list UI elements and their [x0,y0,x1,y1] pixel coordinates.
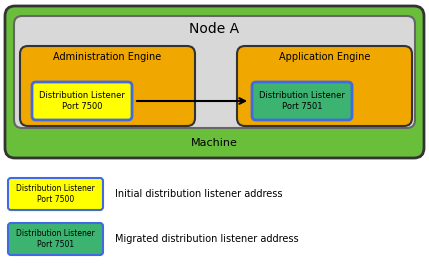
Text: Distribution Listener
Port 7500: Distribution Listener Port 7500 [16,184,95,204]
FancyBboxPatch shape [237,46,412,126]
Text: Distribution Listener
Port 7500: Distribution Listener Port 7500 [39,91,125,111]
FancyBboxPatch shape [8,178,103,210]
Text: Administration Engine: Administration Engine [53,52,162,62]
Text: Initial distribution listener address: Initial distribution listener address [115,189,283,199]
FancyBboxPatch shape [32,82,132,120]
Text: Machine: Machine [191,138,238,148]
Text: Distribution Listener
Port 7501: Distribution Listener Port 7501 [16,229,95,249]
FancyBboxPatch shape [20,46,195,126]
FancyBboxPatch shape [14,16,415,128]
Text: Migrated distribution listener address: Migrated distribution listener address [115,234,299,244]
FancyBboxPatch shape [5,6,424,158]
Text: Node A: Node A [190,22,239,36]
FancyBboxPatch shape [252,82,352,120]
Text: Distribution Listener
Port 7501: Distribution Listener Port 7501 [259,91,345,111]
Text: Application Engine: Application Engine [279,52,370,62]
FancyBboxPatch shape [8,223,103,255]
